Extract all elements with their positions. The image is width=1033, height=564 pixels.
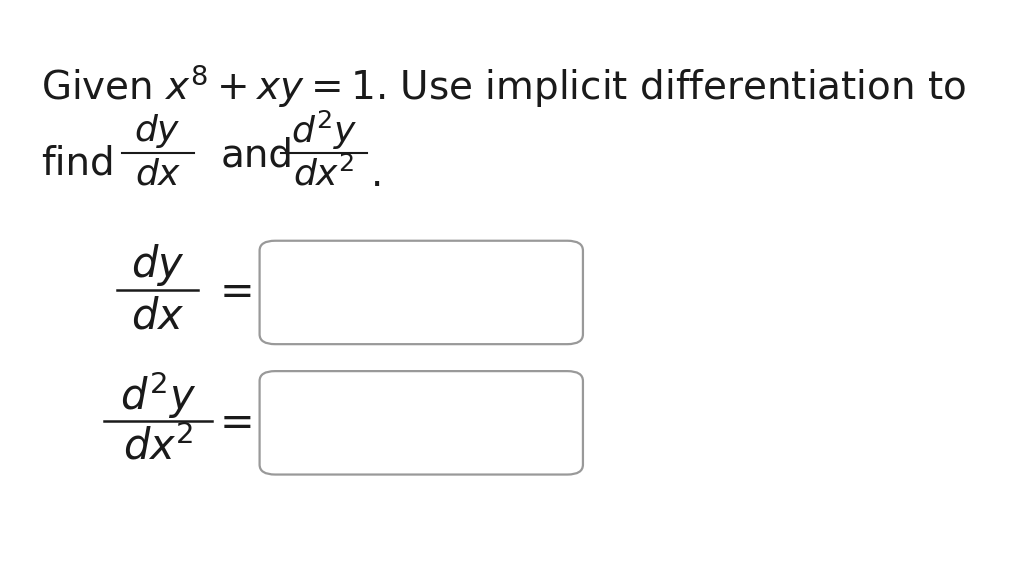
Text: $d^2y$: $d^2y$ bbox=[120, 369, 196, 421]
FancyBboxPatch shape bbox=[259, 371, 583, 474]
Text: $dy$: $dy$ bbox=[134, 112, 181, 149]
Text: $dx^2$: $dx^2$ bbox=[123, 426, 193, 468]
Text: $d^2y$: $d^2y$ bbox=[291, 109, 357, 152]
Text: $dx$: $dx$ bbox=[134, 158, 181, 192]
Text: Given $x^8 + xy = 1$. Use implicit differentiation to: Given $x^8 + xy = 1$. Use implicit diffe… bbox=[41, 62, 967, 109]
FancyBboxPatch shape bbox=[259, 241, 583, 344]
Text: $=$: $=$ bbox=[211, 269, 251, 311]
Text: and: and bbox=[221, 136, 293, 174]
Text: $dy$: $dy$ bbox=[131, 243, 185, 289]
Text: $=$: $=$ bbox=[211, 400, 251, 442]
Text: find: find bbox=[41, 145, 115, 183]
Text: .: . bbox=[371, 156, 383, 193]
Text: $dx$: $dx$ bbox=[131, 295, 185, 337]
Text: $dx^2$: $dx^2$ bbox=[293, 157, 355, 193]
